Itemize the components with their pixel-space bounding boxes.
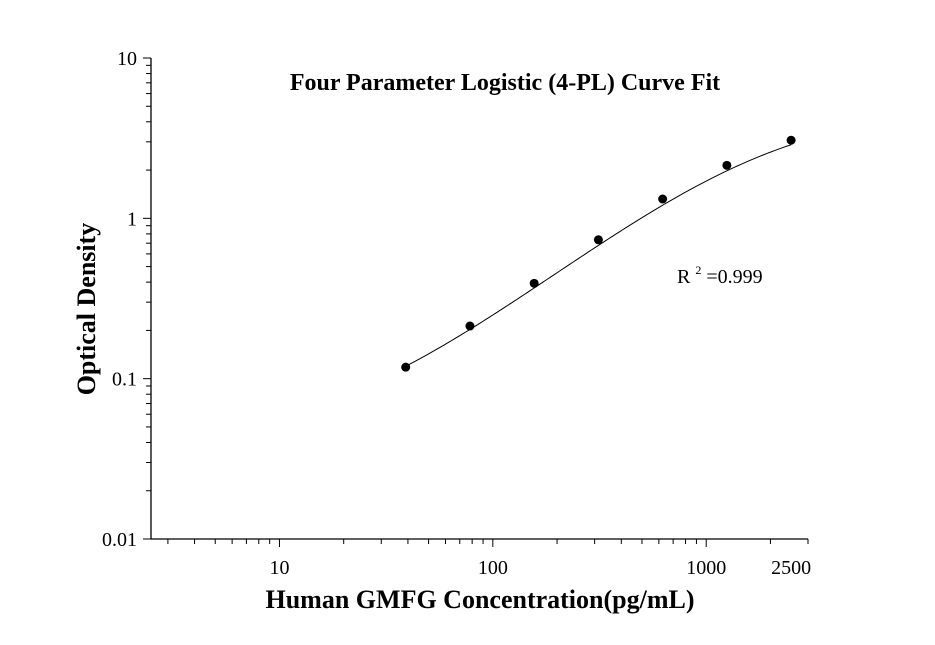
x-tick-label: 100	[478, 557, 508, 579]
x-tick-label: 2500	[771, 557, 811, 579]
y-axis-label: Optical Density	[72, 223, 101, 396]
data-point	[658, 194, 668, 204]
y-tick-label: 0.1	[112, 369, 137, 391]
y-tick-label: 1	[127, 208, 137, 230]
r-squared-base: R	[677, 266, 691, 288]
axes: 10 100 1000 2500 0.01 0.1 1 10	[102, 48, 811, 579]
r-squared-annotation: R 2 =0.999	[677, 257, 763, 288]
x-tick-label: 1000	[686, 557, 726, 579]
data-point	[529, 278, 539, 288]
data-point	[465, 321, 475, 331]
data-points	[401, 135, 796, 372]
r-squared-value: =0.999	[706, 266, 762, 288]
fit-curve-layer	[405, 144, 792, 367]
data-point	[722, 160, 732, 170]
data-point	[401, 362, 411, 372]
fit-curve	[405, 144, 792, 367]
x-axis-label: Human GMFG Concentration(pg/mL)	[266, 585, 695, 614]
data-point	[786, 135, 796, 145]
data-point	[593, 235, 603, 245]
y-tick-label: 0.01	[102, 529, 137, 551]
chart-title: Four Parameter Logistic (4-PL) Curve Fit	[290, 70, 720, 96]
y-tick-label: 10	[117, 48, 137, 70]
r-squared-superscript: 2	[695, 263, 701, 277]
x-tick-label: 10	[269, 557, 289, 579]
